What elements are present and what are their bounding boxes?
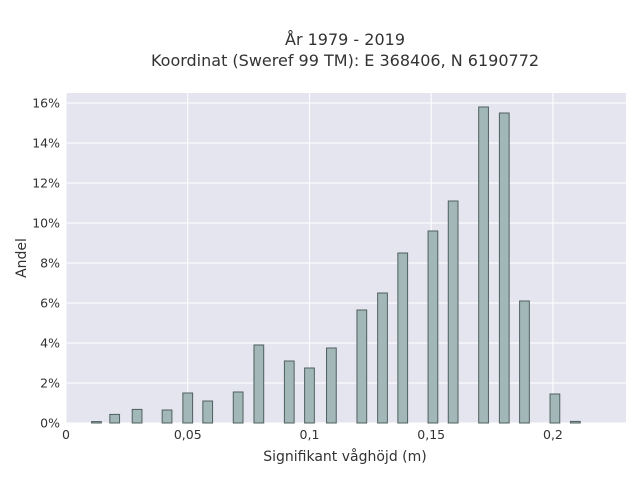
x-tick-label: 0,15 xyxy=(417,427,445,442)
histogram-bar xyxy=(447,200,459,424)
grid xyxy=(65,93,626,424)
histogram-bar xyxy=(232,391,244,424)
histogram-bar xyxy=(326,347,337,424)
histogram-bar xyxy=(131,408,143,424)
histogram-bar xyxy=(182,392,194,424)
histogram-bar xyxy=(427,230,439,424)
y-tick-label: 6% xyxy=(40,296,60,311)
x-tick-label: 0,05 xyxy=(174,427,202,442)
y-tick-label: 10% xyxy=(32,216,60,231)
histogram-bar xyxy=(478,106,489,424)
y-axis-ticks: 0% 2% 4% 6% 8% 10% 12% 14% 16% xyxy=(32,96,60,431)
chart-title: År 1979 - 2019 xyxy=(285,30,405,49)
histogram-bar xyxy=(356,309,368,424)
histogram-bar xyxy=(519,300,530,424)
histogram-bar xyxy=(498,112,510,424)
y-tick-label: 12% xyxy=(32,176,60,191)
histogram-bar xyxy=(109,413,121,424)
y-tick-label: 0% xyxy=(40,416,60,431)
histogram-bar xyxy=(202,400,214,424)
y-tick-label: 4% xyxy=(40,336,60,351)
bars xyxy=(91,106,581,424)
x-tick-label: 0,1 xyxy=(300,427,320,442)
x-axis-title: Signifikant våghöjd (m) xyxy=(263,448,426,465)
y-tick-label: 8% xyxy=(40,256,60,271)
y-tick-label: 14% xyxy=(32,136,60,151)
y-axis-title: Andel xyxy=(14,238,30,278)
x-tick-label: 0 xyxy=(62,427,70,442)
y-tick-label: 2% xyxy=(40,376,60,391)
histogram-bar xyxy=(304,367,315,424)
histogram-bar xyxy=(91,421,102,424)
x-axis-ticks: 0 0,05 0,1 0,15 0,2 xyxy=(62,427,563,442)
histogram-bar xyxy=(569,420,581,424)
histogram-bar xyxy=(549,393,561,424)
y-tick-label: 16% xyxy=(32,96,60,111)
histogram-bar xyxy=(377,292,388,424)
x-tick-label: 0,2 xyxy=(543,427,563,442)
histogram-bar xyxy=(253,344,265,424)
histogram-bar xyxy=(283,360,295,424)
histogram-bar xyxy=(161,409,173,424)
chart-subtitle: Koordinat (Sweref 99 TM): E 368406, N 61… xyxy=(151,51,539,70)
plot-area xyxy=(66,93,626,423)
histogram-bar xyxy=(397,252,409,424)
